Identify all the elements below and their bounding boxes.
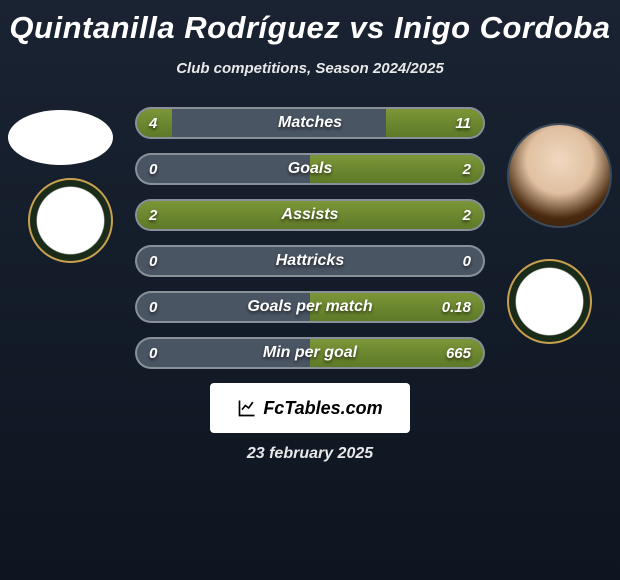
stat-row: 02Goals xyxy=(135,153,485,185)
stat-label: Assists xyxy=(137,201,483,229)
footer-brand-text: FcTables.com xyxy=(263,398,382,419)
footer-brand-badge: FcTables.com xyxy=(210,383,410,433)
stat-row: 0665Min per goal xyxy=(135,337,485,369)
stat-row: 00Hattricks xyxy=(135,245,485,277)
stat-label: Hattricks xyxy=(137,247,483,275)
stat-row: 411Matches xyxy=(135,107,485,139)
comparison-date: 23 february 2025 xyxy=(8,445,612,463)
stat-label: Matches xyxy=(137,109,483,137)
stat-label: Goals xyxy=(137,155,483,183)
page-title: Quintanilla Rodríguez vs Inigo Cordoba xyxy=(8,10,612,46)
subtitle: Club competitions, Season 2024/2025 xyxy=(8,60,612,77)
stats-bars: 411Matches 02Goals 22Assists 00Hattricks 00.… xyxy=(135,107,485,369)
stat-label: Min per goal xyxy=(137,339,483,367)
chart-icon xyxy=(237,398,257,418)
stat-label: Goals per match xyxy=(137,293,483,321)
stat-row: 00.18Goals per match xyxy=(135,291,485,323)
stat-row: 22Assists xyxy=(135,199,485,231)
